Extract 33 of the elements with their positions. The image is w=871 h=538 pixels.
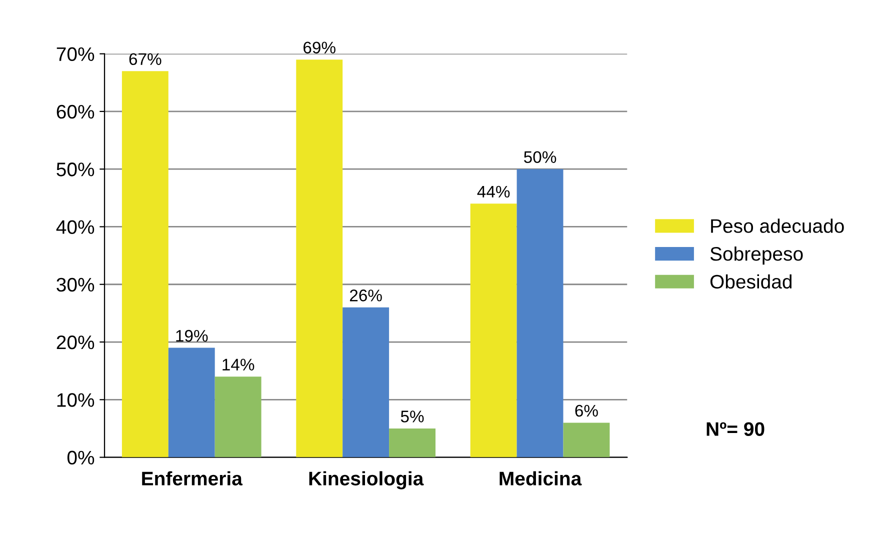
bar	[516, 169, 564, 458]
y-tick-label: 50%	[56, 162, 94, 176]
bar	[296, 60, 343, 458]
x-tick-label: Enfermeria	[142, 471, 243, 486]
bar	[168, 348, 215, 458]
data-label: 14%	[222, 358, 254, 370]
data-label: 26%	[350, 290, 382, 302]
legend-label: Sobrepeso	[710, 246, 803, 265]
bar	[214, 376, 262, 458]
data-label: 6%	[575, 404, 598, 417]
x-tick-label: Kinesiologia	[309, 471, 424, 490]
data-label: 44%	[477, 186, 510, 198]
y-tick-label: 30%	[56, 278, 94, 292]
data-label: 69%	[304, 42, 336, 54]
legend-label: Obesidad	[710, 274, 792, 289]
bar	[389, 428, 436, 458]
legend-label: Peso adecuado	[711, 218, 844, 233]
y-tick-label: 60%	[56, 104, 94, 119]
x-tick-label: Medicina	[500, 471, 582, 486]
y-tick-label: 0%	[67, 450, 94, 465]
text: Nº= 90	[706, 422, 764, 436]
data-label: 19%	[176, 330, 208, 342]
y-tick-label: 20%	[56, 335, 94, 350]
y-tick-label: 70%	[56, 47, 94, 62]
bar	[470, 204, 517, 458]
bar	[563, 422, 610, 458]
y-tick-label: 40%	[56, 220, 94, 234]
bar	[122, 71, 168, 458]
data-label: 67%	[129, 53, 162, 66]
data-label: 5%	[400, 410, 424, 422]
bar	[342, 307, 390, 458]
y-tick-label: 10%	[57, 393, 94, 407]
data-label: 50%	[524, 151, 556, 164]
